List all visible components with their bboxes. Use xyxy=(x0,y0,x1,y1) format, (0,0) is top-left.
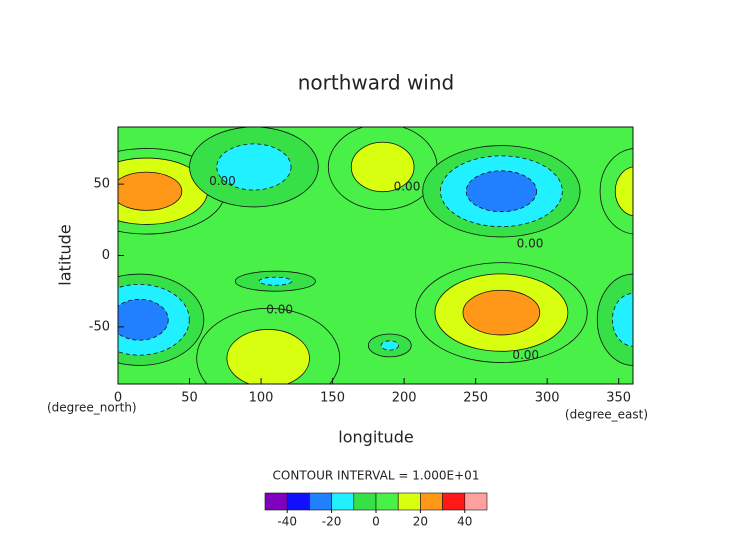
contour-region xyxy=(226,329,310,384)
y-axis-label: latitude xyxy=(56,224,75,285)
contour-region xyxy=(462,289,541,336)
contour-label: 0.00 xyxy=(512,348,539,362)
x-tick-label: 250 xyxy=(463,391,488,406)
contour-region xyxy=(599,148,633,235)
contour-label: 0.00 xyxy=(517,237,544,251)
contour-label: 0.00 xyxy=(209,174,236,188)
colorbar-cell xyxy=(464,492,488,511)
x-tick-label: 150 xyxy=(320,391,345,406)
y-tick-label: -50 xyxy=(89,319,110,334)
contour-region xyxy=(380,340,399,351)
colorbar-tick-label: -20 xyxy=(322,515,342,529)
colorbar-cell xyxy=(286,492,310,511)
colorbar-cell xyxy=(331,492,355,511)
contour-interval: CONTOUR INTERVAL = 1.000E+01 xyxy=(273,469,480,483)
x-tick-label: 300 xyxy=(535,391,560,406)
y-tick-label: 0 xyxy=(102,248,110,263)
y-units: (degree_north) xyxy=(47,401,137,415)
x-tick-label: 0 xyxy=(114,391,122,406)
x-axis-label: longitude xyxy=(338,428,413,447)
colorbar-cell xyxy=(397,492,421,511)
x-tick-label: 50 xyxy=(181,391,198,406)
contour-region xyxy=(350,141,415,193)
contour-region xyxy=(216,143,292,191)
chart-title: northward wind xyxy=(298,71,454,95)
plot-area: 0.00 0.00 0.00 0.00 0.00 xyxy=(118,127,633,384)
contour-region xyxy=(614,166,633,217)
colorbar-tick-label: 40 xyxy=(457,515,472,529)
contour-label: 0.00 xyxy=(266,302,293,316)
colorbar-cell xyxy=(375,492,399,511)
contour-region xyxy=(465,170,537,213)
colorbar-cell xyxy=(309,492,332,511)
contour-label: 0.00 xyxy=(394,179,421,193)
x-units: (degree_east) xyxy=(565,408,648,422)
colorbar-cell xyxy=(353,492,377,511)
colorbar-tick-label: 0 xyxy=(372,515,380,529)
axes: 0 50 100 150 200 250 300 350 -50 0 50 -40 -20 0 20 40 xyxy=(89,126,634,529)
colorbar-tick-label: -40 xyxy=(277,515,297,529)
colorbar-tick-label: 20 xyxy=(413,515,428,529)
x-tick-label: 200 xyxy=(392,391,417,406)
y-tick-label: 50 xyxy=(93,177,110,192)
x-tick-label: 350 xyxy=(606,391,631,406)
contour-region xyxy=(118,171,183,211)
colorbar-cell xyxy=(420,492,443,511)
contour-region xyxy=(118,298,169,341)
colorbar-cell xyxy=(442,492,466,511)
x-tick-label: 100 xyxy=(249,391,274,406)
contour-region xyxy=(258,276,293,286)
colorbar-cell xyxy=(264,492,288,511)
